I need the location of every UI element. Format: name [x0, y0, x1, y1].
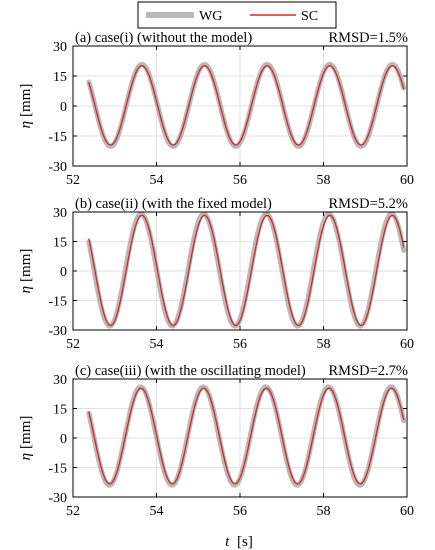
panel-b-x-tick-label-1: 54	[150, 337, 164, 352]
panel-c-x-tick-label-2: 56	[233, 504, 247, 519]
panel-a-x-tick-label-3: 58	[317, 173, 331, 188]
panel-c-x-tick-label-4: 60	[400, 504, 414, 519]
panel-c-title: (c) case(iii) (with the oscillating mode…	[75, 363, 306, 379]
panel-c-y-axis-label: η [mm]	[18, 416, 34, 461]
panel-b-y-axis-label: η [mm]	[18, 249, 34, 294]
panel-a-x-tick-label-4: 60	[400, 173, 414, 188]
x-axis-label: t [s]	[225, 534, 253, 550]
panel-b-rmsd: RMSD=5.2%	[329, 196, 408, 212]
panel-a-x-tick-label-2: 56	[233, 173, 247, 188]
panel-c-y-tick-label-1: 15	[53, 403, 67, 418]
panel-b-x-tick-label-4: 60	[400, 337, 414, 352]
legend: WG SC	[137, 1, 337, 29]
panel-b-series-wg	[86, 211, 407, 329]
panel-a-series-sc	[88, 65, 405, 146]
panel-a-title: (a) case(i) (without the model)	[75, 30, 252, 46]
legend-label-wg: WG	[199, 9, 222, 24]
panel-c-x-tick-label-0: 52	[66, 504, 80, 519]
panel-a-y-tick-label-2: 0	[60, 100, 67, 115]
panel-c-x-tick-label-1: 54	[150, 504, 164, 519]
panel-a-rmsd: RMSD=1.5%	[329, 30, 408, 46]
panel-c-y-tick-label-0: 30	[53, 373, 67, 388]
panel-a-x-tick-label-1: 54	[150, 173, 164, 188]
panel-b-y-tick-label-0: 30	[53, 206, 67, 221]
panel-c: 52 54 56 58 60 30 15 0 -15 -30 η [mm] (c) case(iii) …	[18, 363, 414, 519]
panel-b-y-tick-label-2: 0	[60, 265, 67, 280]
panel-b-y-axis-label-unit: [mm]	[18, 249, 34, 282]
legend-label-sc: SC	[301, 9, 318, 24]
panel-a: 52 54 56 58 60 30 15 0 -15 -30 η [mm] (a) case(i) (w…	[18, 30, 414, 188]
panel-b-x-tick-label-3: 58	[317, 337, 331, 352]
panel-a-y-axis-label: η [mm]	[18, 84, 34, 129]
panel-c-x-tick-label-3: 58	[317, 504, 331, 519]
panel-b-x-tick-label-2: 56	[233, 337, 247, 352]
panel-c-y-axis-label-var: η	[18, 453, 34, 460]
panel-a-y-axis-label-unit: [mm]	[18, 84, 34, 117]
panel-b-y-tick-label-4: -30	[48, 324, 67, 339]
panel-b: 52 54 56 58 60 30 15 0 -15 -30 η [mm] (b) case(ii) (…	[18, 196, 414, 352]
x-axis-label-unit: [s]	[237, 534, 253, 550]
panel-b-title: (b) case(ii) (with the fixed model)	[75, 196, 272, 212]
panel-c-y-tick-label-4: -30	[48, 491, 67, 506]
panel-a-x-tick-label-0: 52	[66, 173, 80, 188]
panel-c-series-sc	[88, 387, 405, 485]
x-axis-label-var: t	[225, 534, 230, 550]
panel-c-y-axis-label-unit: [mm]	[18, 416, 34, 449]
panel-c-y-tick-label-3: -15	[48, 462, 67, 477]
panel-a-y-tick-label-1: 15	[53, 70, 67, 85]
panel-c-y-tick-label-2: 0	[60, 432, 67, 447]
panel-b-series-sc	[88, 214, 405, 327]
panel-a-y-tick-label-0: 30	[53, 40, 67, 55]
panel-a-y-tick-label-3: -15	[48, 130, 67, 145]
panel-b-x-tick-label-0: 52	[66, 337, 80, 352]
panel-a-y-axis-label-var: η	[18, 121, 34, 128]
panel-b-y-tick-label-1: 15	[53, 236, 67, 251]
panel-a-y-tick-label-4: -30	[48, 160, 67, 175]
panel-c-rmsd: RMSD=2.7%	[329, 363, 408, 379]
panel-b-y-axis-label-var: η	[18, 286, 34, 293]
panel-b-y-tick-label-3: -15	[48, 295, 67, 310]
